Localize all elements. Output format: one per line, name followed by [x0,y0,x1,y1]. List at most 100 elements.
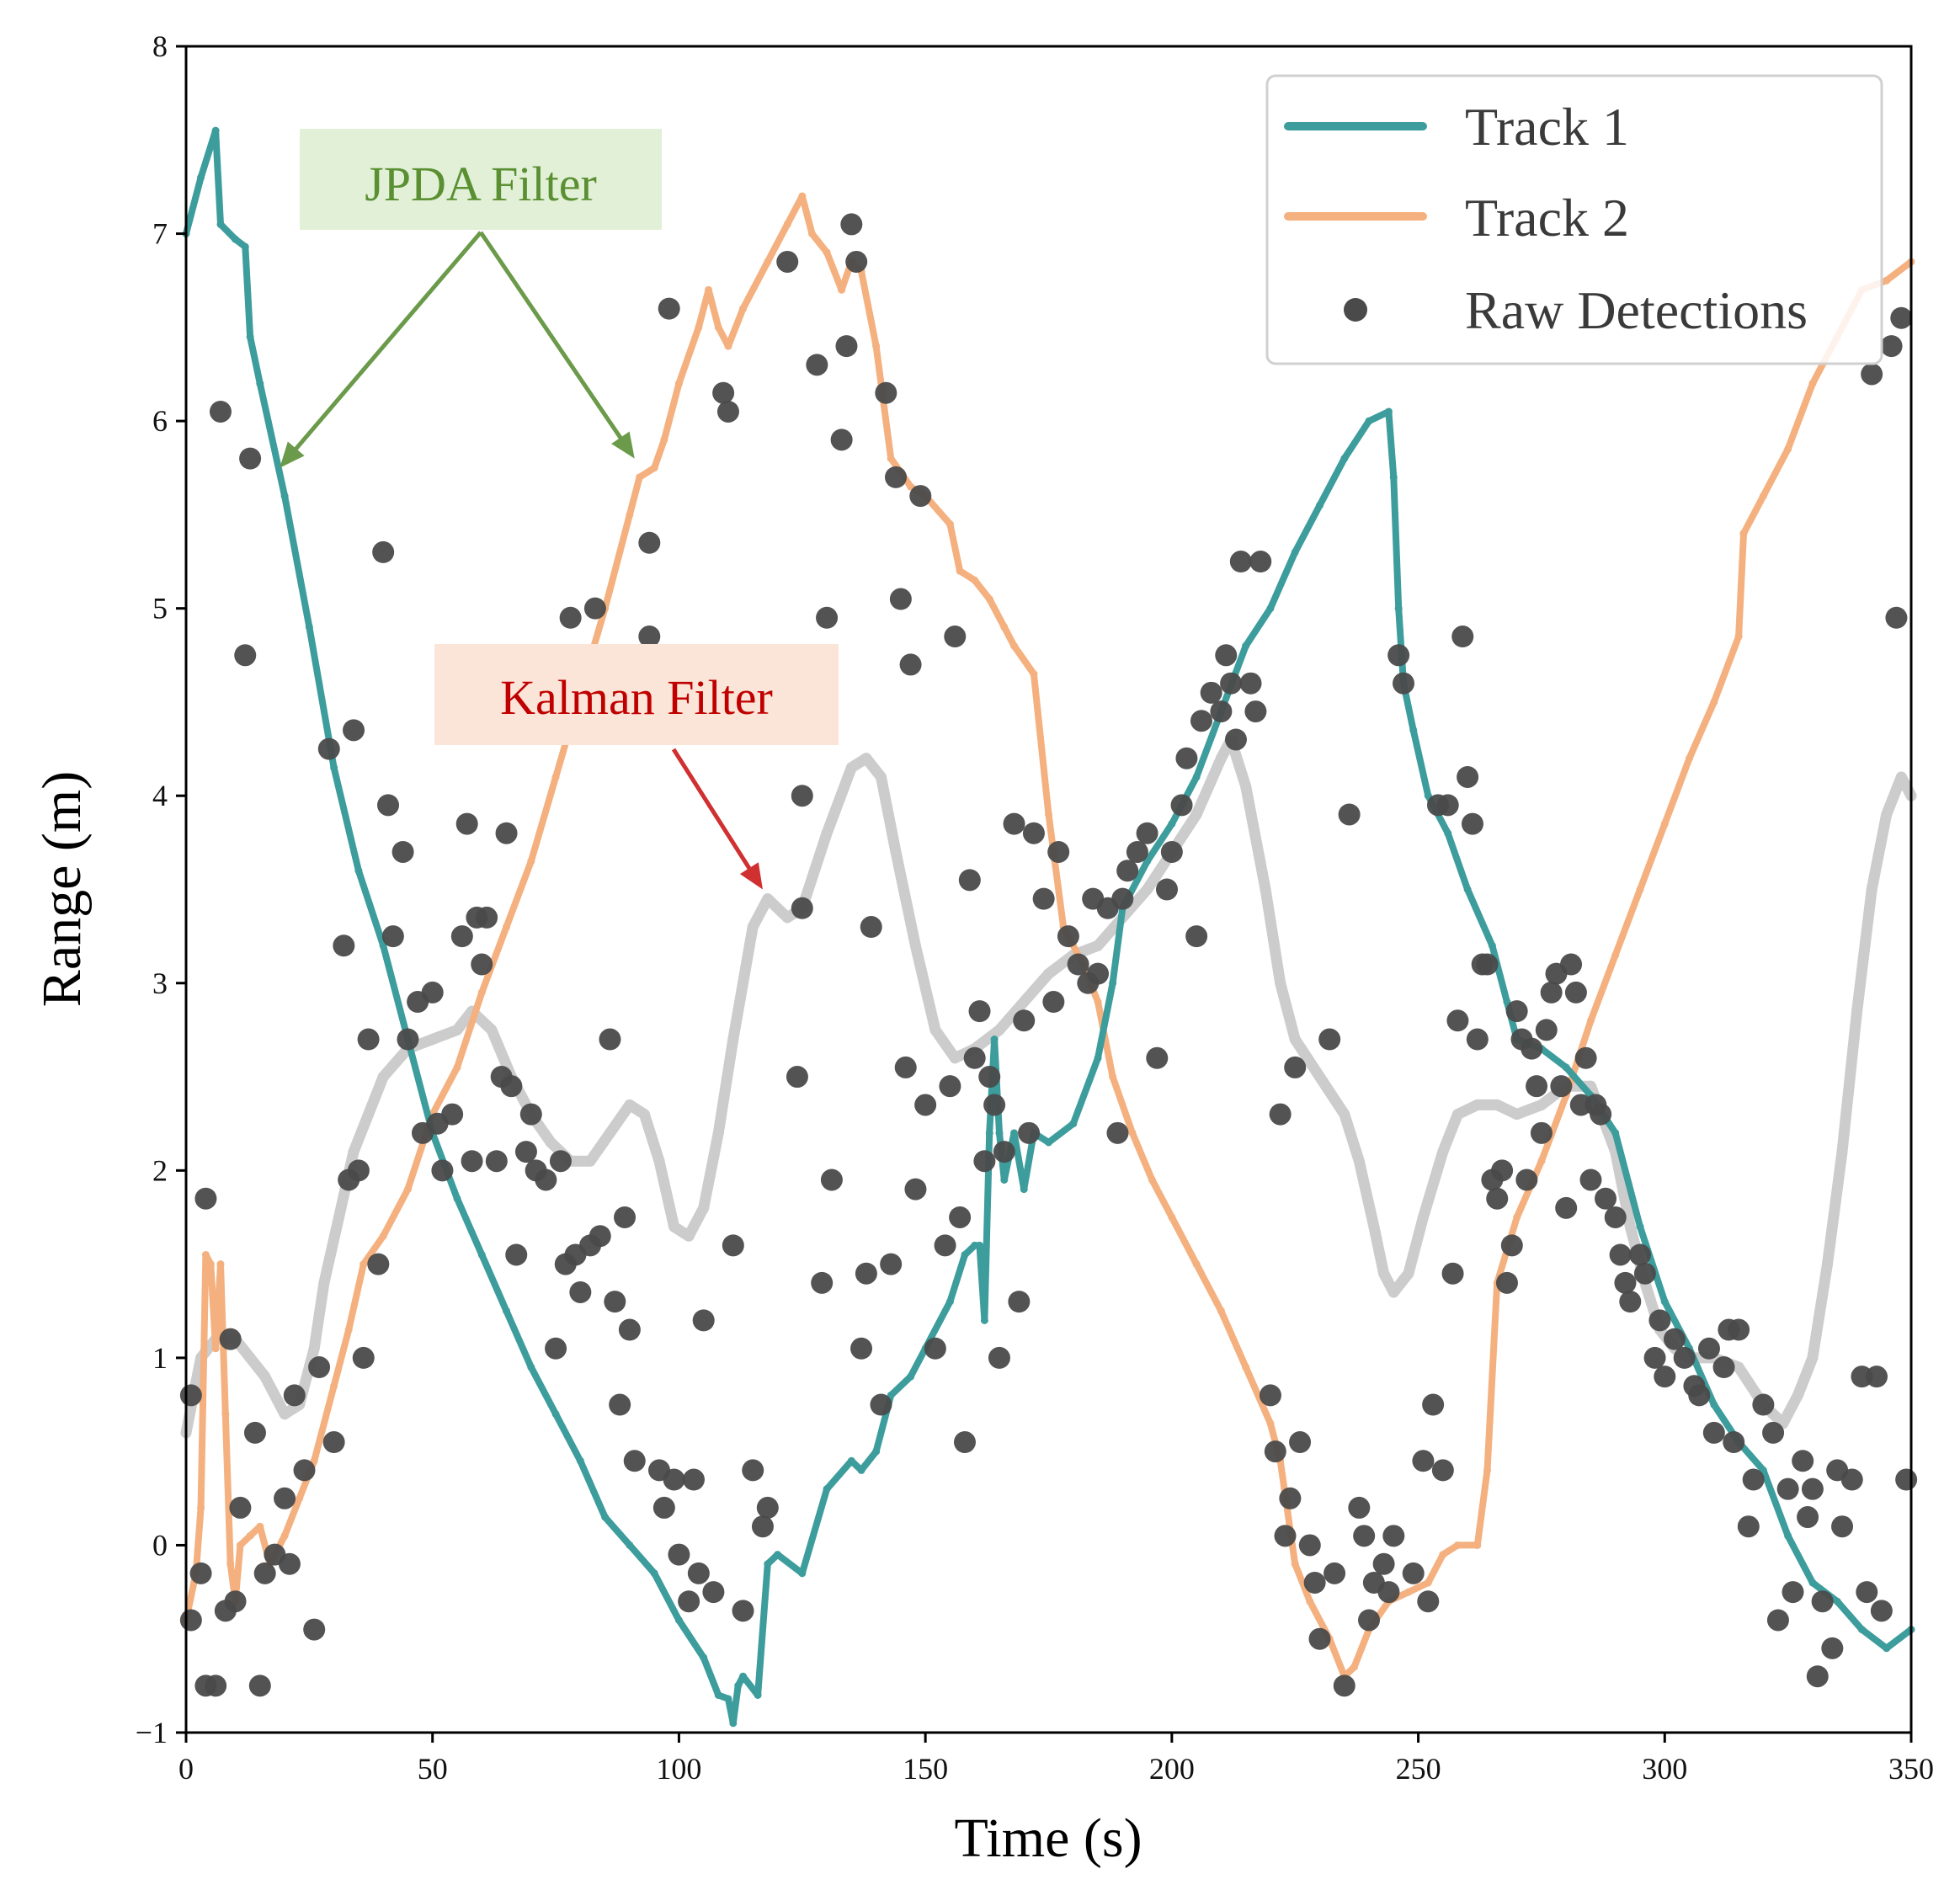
track-2-marker [211,1344,220,1353]
track-1-marker [1045,1138,1052,1147]
raw-detection-point [1106,1121,1129,1144]
kalman-filter-marker [1624,1221,1636,1232]
y-tick-label: 6 [152,404,168,438]
track-2-marker [453,1063,461,1072]
raw-detection-point [1776,1477,1799,1500]
y-tick-label: 7 [152,217,168,251]
raw-detection-point [1358,1609,1381,1632]
raw-detection-point [1840,1468,1863,1491]
raw-detection-point [1175,747,1198,769]
x-tick-label: 50 [418,1752,448,1786]
raw-detection-point [1885,606,1908,629]
raw-detection-point [722,1234,744,1257]
raw-detection-point [668,1543,690,1566]
track-2-marker [1045,810,1052,818]
track-1-marker [1291,548,1299,556]
raw-detection-point [894,1056,917,1078]
raw-detection-point [1057,925,1079,948]
kalman-filter-marker [860,753,872,764]
raw-detection-point [1042,991,1065,1014]
raw-detection-point [377,794,400,817]
track-2-marker [280,1531,289,1540]
kalman-filter-marker [738,977,749,989]
raw-detection-point [1289,1431,1312,1454]
raw-detection-point [179,1609,202,1632]
legend-label-raw-detections: Raw Detections [1465,280,1808,340]
raw-detection-point [317,737,340,760]
track-1-marker [700,1653,708,1662]
raw-detection-point [1333,1674,1355,1697]
track-2-marker [1306,1597,1314,1605]
track-2-marker [226,1560,235,1568]
raw-detection-point [1436,794,1459,817]
track-1-marker [246,333,254,341]
raw-detection-point [194,1187,217,1210]
track-1-marker [754,1690,762,1699]
kalman-filter-marker [1821,1259,1833,1270]
raw-detection-point [1008,1291,1031,1313]
kalman-filter-marker [1403,1268,1414,1280]
track-1-marker [823,1485,831,1493]
track-2-line [183,193,1915,1680]
track-2-marker [1808,380,1817,388]
kalman-filter-marker [308,1343,320,1355]
raw-detection-point [229,1496,252,1519]
raw-detection-point [1457,765,1479,788]
raw-detection-point [658,297,680,320]
raw-detection-point [1239,672,1262,695]
raw-detection-point [820,1169,843,1191]
track-1-marker [1444,829,1452,838]
raw-detection-point [1505,1000,1528,1023]
raw-detection-point [1792,1450,1814,1472]
kalman-filter-marker [1313,1071,1325,1083]
track-1-marker [1340,455,1349,463]
track-1-marker [1636,1222,1644,1231]
raw-detection-point [1185,925,1208,948]
track-2-marker [1404,1588,1413,1596]
track-2-marker [330,1382,338,1390]
raw-detection-point [678,1590,700,1613]
raw-detection-point [391,840,414,863]
x-tick-label: 200 [1149,1752,1195,1786]
raw-detection-point [1461,812,1483,835]
track-2-marker [1168,1213,1176,1222]
raw-detection-point [870,1393,892,1416]
kalman-filter-marker [545,1137,557,1148]
raw-detection-point [1688,1384,1711,1407]
track-1-marker [774,1551,782,1559]
raw-detection-point [692,1309,715,1332]
track-1-marker [305,623,313,631]
raw-detection-point [1540,981,1563,1004]
raw-detection-point [234,644,257,667]
track-1-marker [551,1410,560,1419]
kalman-filter-marker [781,912,793,924]
track-2-marker [1660,820,1669,828]
track-2-marker [1636,886,1644,893]
track-2-marker [403,1185,412,1194]
kalman-filter-marker [377,1071,389,1083]
raw-detection-point [850,1337,873,1360]
raw-detection-point [1880,335,1903,358]
track-2-marker [660,435,668,444]
raw-detection-point [885,466,908,488]
track-2-marker [1739,530,1748,538]
raw-detection-point [1866,1366,1888,1388]
raw-detection-point [889,588,912,610]
raw-detection-point [1451,626,1474,648]
track-2-marker [551,773,560,781]
x-tick-label: 100 [656,1752,701,1786]
raw-detection-point [716,400,739,423]
track-1-marker [527,1363,535,1371]
track-2-marker [527,857,535,865]
raw-detection-point [1220,672,1243,695]
track-1-marker [1365,417,1373,425]
kalman-arrowhead [739,862,763,890]
kalman-filter-marker [259,1371,271,1382]
raw-detection-point [248,1674,271,1697]
raw-detection-point [1821,1637,1844,1659]
raw-detection-point [1697,1337,1720,1360]
track-1-marker [1611,1129,1620,1137]
y-axis-title: Range (m) [31,771,93,1007]
raw-detection-point [1441,1262,1464,1285]
raw-detection-point [1742,1468,1765,1491]
